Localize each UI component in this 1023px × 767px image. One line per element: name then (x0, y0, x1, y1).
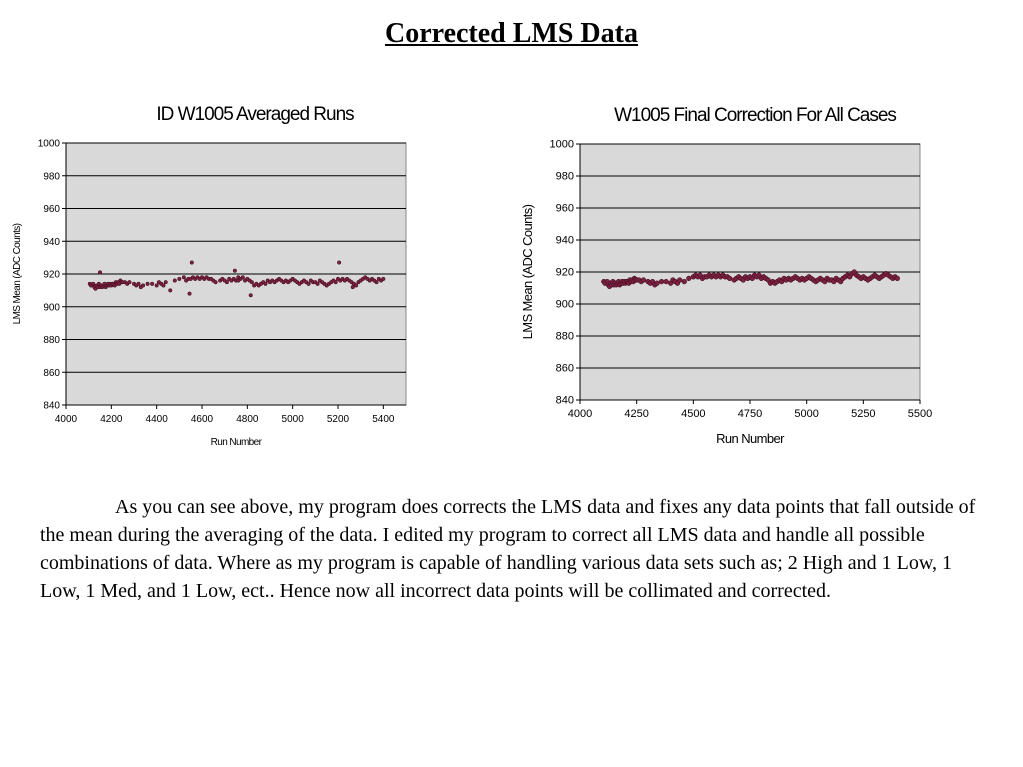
data-point (263, 281, 268, 286)
data-point (181, 275, 186, 280)
data-point (136, 281, 141, 286)
y-tick-label: 860 (43, 368, 60, 379)
x-tick-label: 4600 (191, 414, 214, 425)
data-point (145, 281, 150, 286)
y-tick-label: 1000 (550, 139, 574, 151)
data-point (154, 283, 159, 288)
y-tick-label: 840 (556, 395, 574, 407)
data-point (187, 291, 192, 296)
data-point (168, 288, 173, 293)
data-point (150, 281, 155, 286)
y-tick-label: 940 (43, 237, 60, 248)
x-tick-label: 5200 (327, 414, 350, 425)
data-point (306, 281, 311, 286)
x-tick-label: 4000 (55, 414, 78, 425)
y-tick-label: 900 (556, 299, 574, 311)
data-point (315, 281, 320, 286)
chart-title: W1005 Final Correction For All Cases (614, 105, 896, 126)
data-point (249, 280, 254, 285)
body-paragraph: As you can see above, my program does co… (40, 496, 976, 602)
y-tick-label: 1000 (38, 139, 61, 150)
data-point (163, 280, 168, 285)
data-point (161, 283, 166, 288)
data-point (333, 280, 338, 285)
x-axis-label: Run Number (211, 437, 263, 448)
data-point (97, 270, 103, 275)
x-tick-label: 5500 (908, 408, 932, 420)
x-tick-label: 4000 (568, 408, 592, 420)
y-tick-label: 960 (43, 204, 60, 215)
data-point (127, 280, 132, 285)
x-tick-label: 5000 (282, 414, 305, 425)
x-tick-label: 5250 (851, 408, 875, 420)
data-point (224, 280, 229, 285)
y-tick-label: 920 (556, 267, 574, 279)
chart-final-correction: 840 860 880 900 920 940 960 980 1000 4000 4250 4500… (520, 105, 932, 446)
data-point (354, 283, 359, 288)
x-tick-label: 4400 (146, 414, 169, 425)
data-point (658, 278, 665, 285)
data-point (381, 276, 386, 281)
data-point (177, 276, 182, 281)
page-title: Corrected LMS Data (385, 18, 638, 49)
data-point (248, 293, 253, 298)
x-tick-label: 4750 (738, 408, 762, 420)
data-point (232, 268, 237, 273)
data-point (213, 280, 218, 285)
data-point (141, 283, 146, 288)
data-point (640, 277, 647, 283)
data-point (686, 275, 692, 282)
data-point (663, 278, 669, 285)
x-axis-label: Run Number (716, 431, 785, 446)
data-point (236, 278, 241, 283)
data-point (350, 285, 355, 290)
data-point (374, 280, 379, 285)
y-tick-label: 880 (556, 331, 574, 343)
y-tick-label: 920 (43, 270, 60, 281)
data-point (894, 275, 900, 282)
y-axis-label: LMS Mean (ADC Counts) (12, 223, 23, 324)
x-tick-label: 4200 (100, 414, 123, 425)
x-tick-label: 4500 (681, 408, 705, 420)
x-tick-label: 4800 (236, 414, 259, 425)
data-point (337, 260, 342, 265)
y-tick-label: 980 (556, 171, 574, 183)
data-point (172, 278, 177, 283)
data-point (240, 275, 245, 280)
y-tick-label: 940 (556, 235, 574, 247)
y-tick-label: 880 (43, 335, 60, 346)
data-point (677, 277, 683, 283)
data-point (726, 275, 733, 282)
data-point (681, 278, 687, 285)
x-tick-label: 4250 (624, 408, 648, 420)
y-tick-label: 980 (43, 171, 60, 182)
data-point (189, 260, 194, 265)
y-tick-label: 860 (556, 363, 574, 375)
y-tick-label: 960 (556, 203, 574, 215)
y-tick-label: 900 (43, 302, 60, 313)
x-tick-label: 5000 (794, 408, 818, 420)
data-point (654, 280, 660, 286)
y-tick-label: 840 (43, 401, 60, 412)
x-tick-label: 5400 (372, 414, 395, 425)
chart-title: ID W1005 Averaged Runs (156, 104, 354, 125)
y-axis-label: LMS Mean (ADC Counts) (520, 204, 535, 339)
chart-averaged-runs: 840 860 880 900 920 940 960 980 1000 4000 4200 4400… (12, 104, 407, 448)
